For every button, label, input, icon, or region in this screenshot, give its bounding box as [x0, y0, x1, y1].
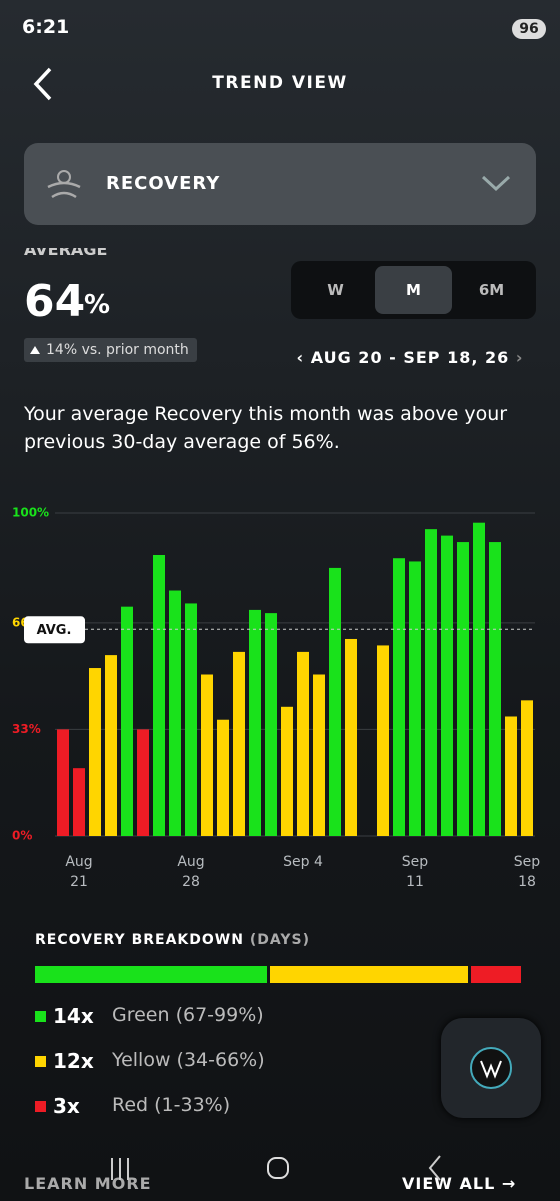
bar [297, 651, 309, 836]
bar [281, 706, 293, 836]
period-tab[interactable]: M [375, 266, 452, 314]
bar [73, 768, 85, 836]
bar [425, 529, 437, 836]
bar [345, 638, 357, 836]
recovery-icon [47, 170, 81, 199]
bar [377, 645, 389, 836]
breakdown-segment [269, 966, 469, 983]
bar [409, 561, 421, 836]
bar [329, 567, 341, 836]
metric-label: RECOVERY [106, 173, 221, 194]
x-tick-label: Sep 18 [513, 854, 541, 890]
legend-swatch [35, 1011, 46, 1022]
view-all-text: VIEW ALL [402, 1174, 496, 1193]
legend-label: Red (1-33%) [112, 1094, 231, 1116]
period-tab[interactable]: 6M [478, 281, 505, 299]
legend-label: Yellow (34-66%) [112, 1049, 265, 1071]
nav-bar [111, 1155, 441, 1181]
bar [265, 613, 277, 836]
legend-count: 3x [53, 1094, 80, 1118]
breakdown-title: RECOVERY BREAKDOWN [35, 932, 244, 948]
learn-more[interactable]: LEARN MORE [24, 1174, 152, 1193]
y-tick-label: 0% [12, 829, 32, 843]
average-caption: AVERAGE [24, 248, 108, 259]
bar [313, 674, 325, 836]
bar [169, 590, 181, 836]
metric-dropdown[interactable]: RECOVERY [24, 143, 536, 225]
legend-count: 14x [53, 1004, 94, 1028]
status-time: 6:21 [22, 16, 70, 38]
bar [217, 719, 229, 836]
breakdown-unit: (DAYS) [249, 932, 310, 948]
average-value: 64 [24, 276, 86, 327]
view-all[interactable]: VIEW ALL → [402, 1174, 517, 1193]
legend-swatch [35, 1101, 46, 1112]
description: Your average Recovery this month was abo… [24, 403, 508, 453]
bar [457, 542, 469, 836]
average-label: AVG. [37, 623, 72, 638]
date-range: ‹ AUG 20 - SEP 18, 26 › [296, 348, 524, 367]
x-tick-label: Aug 28 [177, 854, 205, 890]
bar [393, 558, 405, 836]
bar [201, 674, 213, 836]
breakdown-segment [35, 966, 267, 983]
bar [105, 655, 117, 836]
chevron-down [481, 175, 511, 192]
recovery-chart: 0%33%66%100%AVG. [12, 506, 535, 843]
bar [185, 603, 197, 836]
legend-swatch [35, 1056, 46, 1067]
bar [505, 716, 517, 836]
page-title: TREND VIEW [212, 73, 348, 93]
legend-count: 12x [53, 1049, 94, 1073]
change-badge: 14% vs. prior month [24, 338, 197, 362]
bar [137, 729, 149, 836]
y-tick-label: 33% [12, 722, 41, 736]
bar [441, 535, 453, 836]
date-range-text: AUG 20 - SEP 18, 26 [310, 348, 510, 367]
breakdown-segment [471, 966, 521, 983]
y-tick-label: 100% [12, 506, 49, 520]
period-tab[interactable]: W [327, 281, 344, 299]
bar [249, 609, 261, 836]
bar [57, 729, 69, 836]
x-tick-label: Aug 21 [65, 854, 93, 890]
period-tabs: W M 6M [291, 261, 536, 319]
x-tick-label: Sep 4 [283, 854, 323, 870]
bar [121, 606, 133, 836]
bar [521, 700, 533, 836]
bar [89, 668, 101, 836]
coach-button[interactable] [441, 1018, 541, 1118]
average-unit: % [84, 290, 111, 320]
x-tick-label: Sep 11 [401, 854, 429, 890]
bar [489, 542, 501, 836]
bar [233, 651, 245, 836]
change-text: 14% vs. prior month [46, 342, 189, 358]
back-button[interactable] [30, 66, 56, 102]
bar [153, 554, 165, 836]
breakdown-header: RECOVERY BREAKDOWN (DAYS) [35, 932, 310, 948]
legend-label: Green (67-99%) [112, 1004, 264, 1026]
bar [473, 522, 485, 836]
average-badge [24, 616, 85, 644]
battery: 96 [512, 19, 546, 39]
